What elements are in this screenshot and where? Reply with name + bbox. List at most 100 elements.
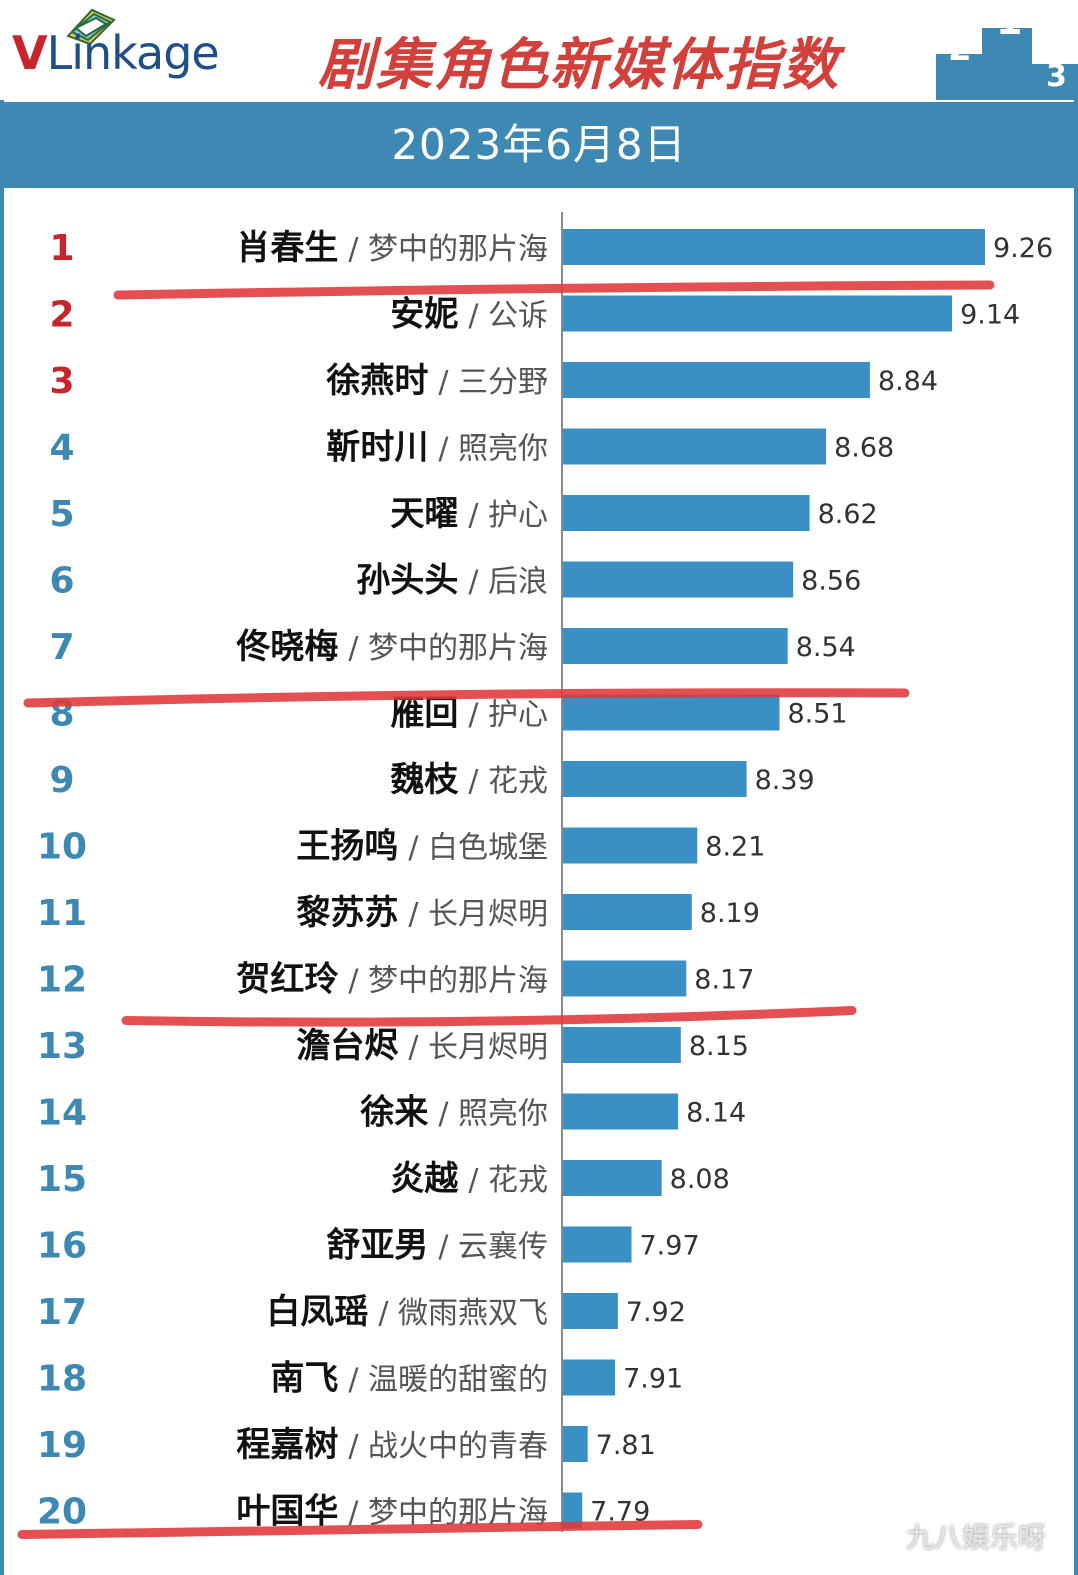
bar-row: 8 雁回 / 护心 8.51 (49, 694, 847, 735)
character-name: 黎苏苏 (296, 893, 398, 933)
character-name: 安妮 (390, 295, 458, 335)
bar-row: 7 佟晓梅 / 梦中的那片海 8.54 (49, 627, 855, 668)
category-label: 南飞 / 温暖的甜蜜的 (270, 1359, 548, 1399)
bar-row: 6 孙头头 / 后浪 8.56 (49, 561, 861, 602)
character-name: 澹台烬 (296, 1026, 398, 1066)
category-label: 贺红玲 / 梦中的那片海 (236, 960, 548, 1000)
category-label: 澹台烬 / 长月烬明 (296, 1026, 548, 1066)
value-label: 8.15 (689, 1031, 749, 1062)
show-name: / 花戎 (468, 764, 548, 799)
bar (563, 229, 985, 265)
chart-title: 剧集角色新媒体指数 (318, 33, 840, 98)
show-name: / 花戎 (468, 1163, 548, 1198)
bar-row: 4 靳时川 / 照亮你 8.68 (49, 428, 894, 469)
value-label: 8.14 (686, 1098, 746, 1129)
show-name: / 云襄传 (438, 1230, 548, 1265)
value-label: 7.97 (640, 1231, 700, 1262)
rank-label: 13 (37, 1026, 87, 1067)
show-name: / 照亮你 (438, 432, 548, 467)
bar-row: 16 舒亚男 / 云襄传 7.97 (37, 1226, 700, 1267)
rank-label: 9 (49, 760, 74, 801)
category-label: 徐来 / 照亮你 (359, 1093, 548, 1133)
category-label: 雁回 / 护心 (390, 694, 548, 734)
rank-label: 2 (49, 295, 74, 336)
character-name: 舒亚男 (326, 1226, 428, 1266)
bar-row: 15 炎越 / 花戎 8.08 (37, 1159, 730, 1200)
rank-label: 15 (37, 1159, 87, 1200)
show-name: / 梦中的那片海 (348, 232, 548, 267)
stacked-pages-icon (66, 8, 116, 46)
rank-label: 10 (37, 827, 87, 868)
category-label: 白凤瑶 / 微雨燕双飞 (266, 1292, 548, 1332)
svg-text:2: 2 (948, 29, 972, 69)
value-label: 8.21 (705, 832, 765, 863)
character-name: 叶国华 (236, 1492, 338, 1532)
bar (563, 561, 794, 598)
rank-label: 4 (49, 428, 74, 469)
show-name: / 微雨燕双飞 (378, 1296, 548, 1331)
show-name: / 长月烬明 (408, 897, 548, 932)
bar-row: 13 澹台烬 / 长月烬明 8.15 (37, 1026, 749, 1067)
show-name: / 梦中的那片海 (348, 964, 548, 999)
bar-row: 3 徐燕时 / 三分野 8.84 (49, 361, 938, 402)
bar-row: 18 南飞 / 温暖的甜蜜的 7.91 (37, 1359, 683, 1400)
red-underline-stroke (23, 688, 910, 708)
podium-icon: 2 1 3 (936, 0, 1078, 100)
bar-row: 2 安妮 / 公诉 9.14 (49, 295, 1020, 336)
character-name: 炎越 (390, 1159, 459, 1199)
category-label: 程嘉树 / 战火中的青春 (236, 1425, 548, 1465)
bar-row: 5 天曜 / 护心 8.62 (49, 494, 877, 535)
value-label: 8.68 (834, 433, 894, 464)
show-name: / 护心 (468, 698, 548, 733)
bar (563, 1160, 662, 1196)
category-label: 安妮 / 公诉 (390, 295, 548, 335)
category-label: 肖春生 / 梦中的那片海 (236, 228, 548, 268)
rank-label: 20 (37, 1492, 87, 1533)
bar (563, 894, 692, 930)
character-name: 佟晓梅 (235, 627, 338, 667)
show-name: / 照亮你 (438, 1097, 548, 1132)
show-name: / 三分野 (438, 365, 548, 400)
bar-row: 19 程嘉树 / 战火中的青春 7.81 (37, 1425, 656, 1466)
value-label: 8.08 (670, 1164, 730, 1195)
value-label: 9.14 (960, 300, 1020, 331)
character-name: 贺红玲 (236, 960, 338, 1000)
bar-row: 1 肖春生 / 梦中的那片海 9.26 (49, 228, 1053, 269)
bar-row: 12 贺红玲 / 梦中的那片海 8.17 (37, 960, 754, 1001)
logo-letter-v: V (12, 26, 48, 80)
category-label: 王扬鸣 / 白色城堡 (296, 827, 548, 867)
character-name: 南飞 (270, 1359, 338, 1399)
character-name: 靳时川 (326, 428, 428, 468)
category-label: 靳时川 / 照亮你 (326, 428, 548, 468)
svg-text:3: 3 (1046, 59, 1067, 94)
category-label: 黎苏苏 / 长月烬明 (296, 893, 548, 933)
show-name: / 梦中的那片海 (348, 631, 548, 666)
rank-label: 16 (37, 1226, 87, 1267)
logo: VLinkage (12, 26, 220, 80)
value-label: 8.84 (878, 366, 938, 397)
character-name: 天曜 (390, 494, 458, 534)
value-label: 8.54 (796, 632, 856, 663)
character-name: 王扬鸣 (296, 827, 398, 867)
character-name: 徐来 (359, 1093, 428, 1133)
value-label: 8.19 (700, 898, 760, 929)
bar (563, 1226, 632, 1263)
show-name: / 战火中的青春 (348, 1429, 548, 1464)
show-name: / 后浪 (468, 565, 548, 600)
character-name: 程嘉树 (236, 1425, 338, 1465)
rank-label: 19 (37, 1425, 87, 1466)
bar (563, 960, 687, 997)
bar (563, 495, 810, 531)
header: VLinkage 剧集角色新媒体指数 2 1 3 (0, 0, 1078, 100)
bar (563, 1426, 588, 1462)
date-banner: 2023年6月8日 (4, 102, 1074, 188)
bar-row: 11 黎苏苏 / 长月烬明 8.19 (37, 893, 760, 934)
bar-row: 14 徐来 / 照亮你 8.14 (37, 1093, 746, 1134)
red-underline-stroke (121, 1006, 857, 1027)
bar (563, 1293, 618, 1329)
character-name: 白凤瑶 (266, 1292, 368, 1332)
red-underline-stroke (17, 1520, 703, 1539)
rank-label: 6 (49, 561, 74, 602)
